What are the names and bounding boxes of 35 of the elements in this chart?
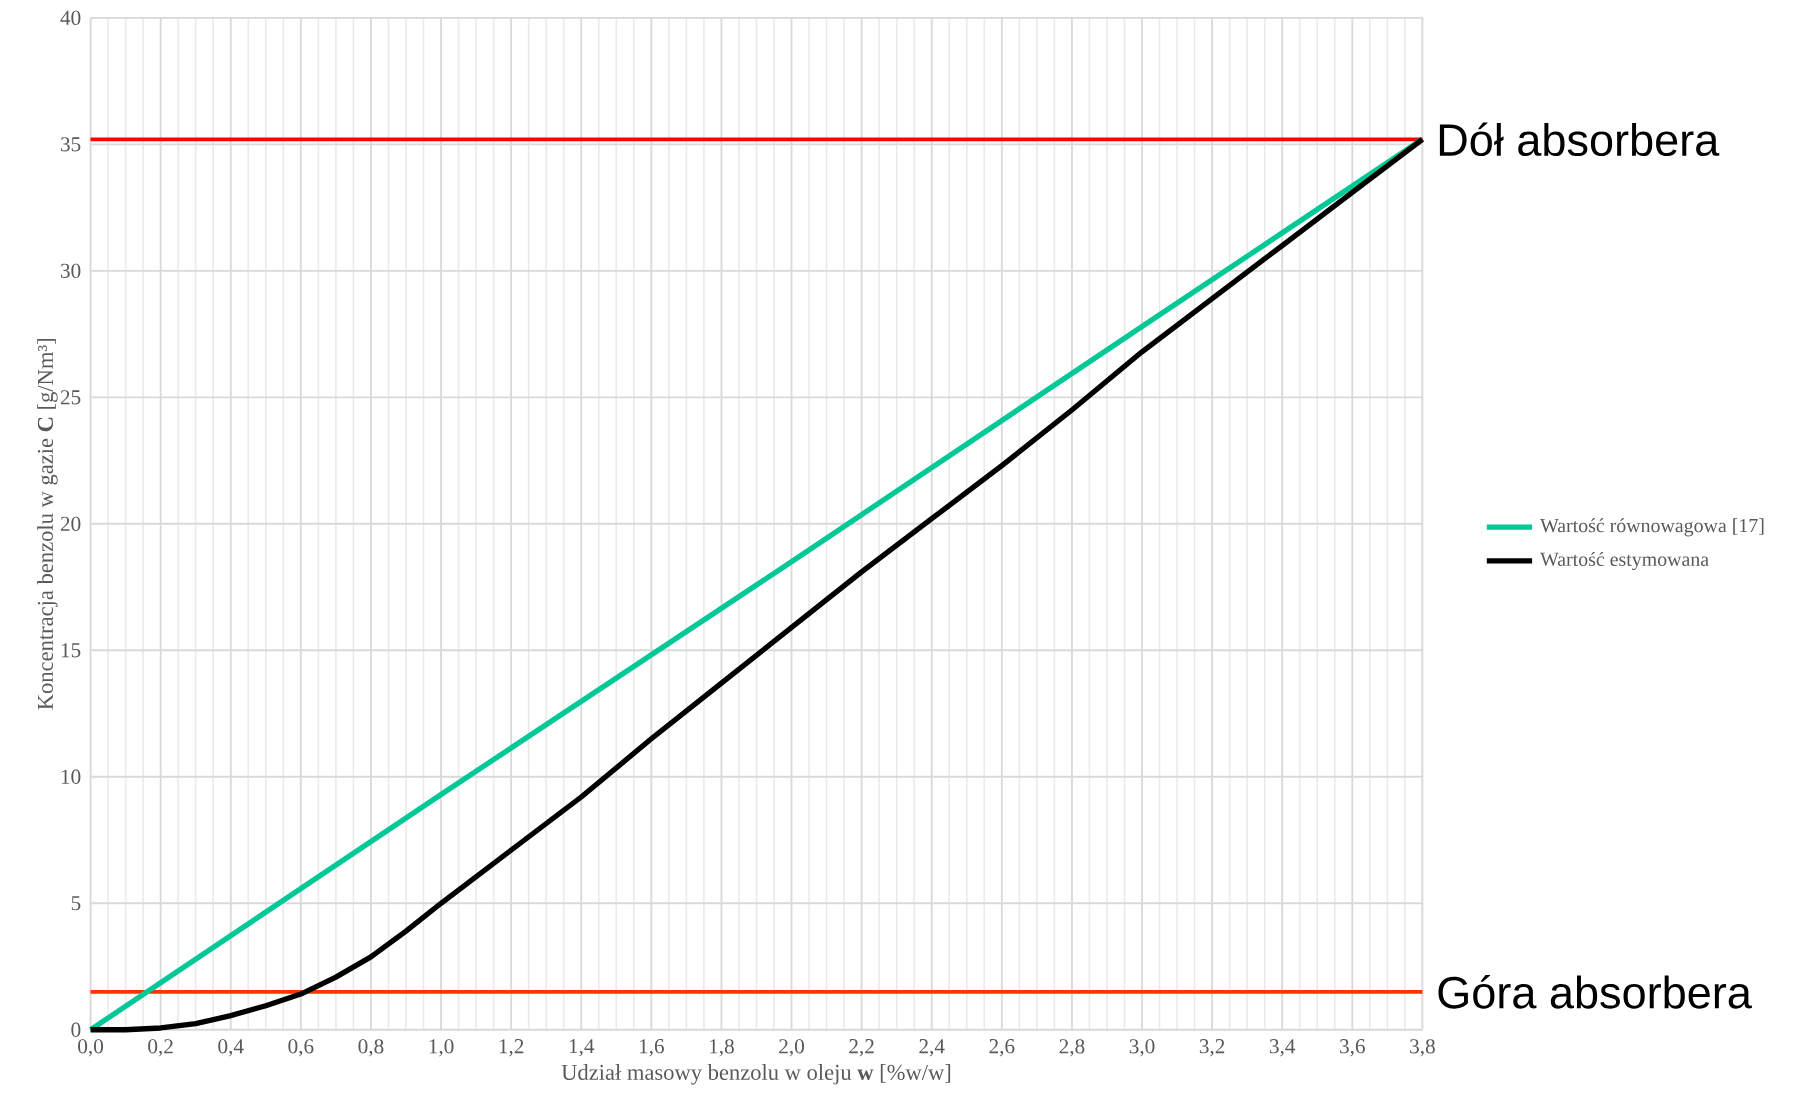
legend-label: Wartość równowagowa [17] <box>1540 518 1764 537</box>
x-tick-label: 0,0 <box>78 1039 104 1057</box>
x-tick-label: 1,0 <box>429 1039 454 1057</box>
x-tick-label: 3,6 <box>1340 1039 1365 1057</box>
x-tick-label: 3,4 <box>1269 1039 1296 1057</box>
x-tick-label: 0,2 <box>148 1039 173 1057</box>
y-tick-label: 10 <box>61 769 81 784</box>
x-tick-label: 1,4 <box>569 1039 595 1057</box>
x-tick-label: 0,4 <box>218 1039 244 1057</box>
x-tick-label: 1,8 <box>710 1039 734 1057</box>
x-axis-title: Udział masowy benzolu w oleju w [%w/w] <box>561 1064 951 1085</box>
x-tick-label: 2,6 <box>989 1039 1015 1057</box>
y-tick-label: 30 <box>60 263 81 278</box>
ref-line-label: Góra absorbera <box>1438 974 1752 1009</box>
y-tick-label: 15 <box>61 643 81 658</box>
y-tick-label: 0 <box>71 1022 81 1037</box>
x-tick-label: 0,8 <box>358 1039 384 1057</box>
x-tick-label: 1,6 <box>639 1039 664 1057</box>
y-tick-label: 20 <box>60 516 81 531</box>
y-axis-title: Koncentracja benzolu w gazie C [g/Nm³] <box>37 339 58 710</box>
x-tick-label: 0,6 <box>288 1039 314 1057</box>
x-tick-label: 3,8 <box>1410 1039 1435 1057</box>
y-tick-label: 35 <box>60 137 81 152</box>
x-tick-label: 3,0 <box>1129 1039 1155 1057</box>
ref-line-label: Dół absorbera <box>1439 122 1720 157</box>
x-tick-label: 2,2 <box>849 1039 874 1057</box>
x-tick-label: 1,2 <box>499 1039 524 1057</box>
x-tick-label: 3,2 <box>1199 1039 1225 1057</box>
y-tick-label: 40 <box>60 10 81 25</box>
x-tick-label: 2,0 <box>779 1039 804 1057</box>
legend-label: Wartość estymowana <box>1540 552 1709 571</box>
y-tick-label: 25 <box>60 390 81 405</box>
y-tick-label: 5 <box>71 896 81 911</box>
x-tick-label: 2,8 <box>1059 1039 1085 1057</box>
x-tick-label: 2,4 <box>919 1039 945 1057</box>
